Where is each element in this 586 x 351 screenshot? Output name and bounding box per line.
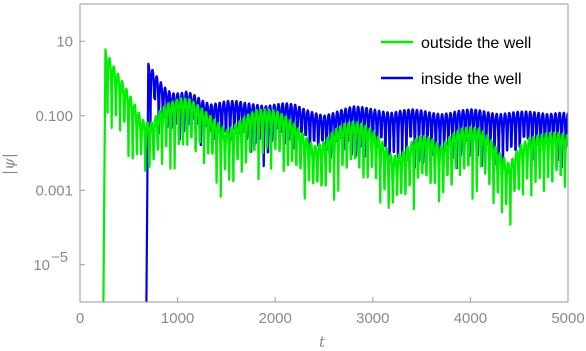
legend: outside the well inside the well bbox=[381, 35, 531, 88]
plot-frame bbox=[79, 3, 569, 303]
series-line-outside-the-well bbox=[102, 48, 568, 302]
x-tick-label: 1000 bbox=[161, 310, 194, 327]
x-tick-label: 2000 bbox=[259, 310, 292, 327]
y-axis-label: |ψ| bbox=[0, 153, 18, 175]
plot-lines bbox=[102, 48, 568, 302]
y-tick-label: 10 bbox=[33, 257, 50, 274]
y-tick-label: 0.001 bbox=[35, 182, 73, 199]
x-tick-label: 5000 bbox=[551, 310, 584, 327]
x-axis-label: t bbox=[319, 333, 326, 351]
x-tick-label: 0 bbox=[76, 310, 84, 327]
legend-label: inside the well bbox=[421, 71, 522, 88]
legend-label: outside the well bbox=[421, 35, 531, 52]
y-tick-exponent: −5 bbox=[51, 249, 68, 266]
y-tick-label: 10 bbox=[56, 33, 73, 50]
x-tick-label: 3000 bbox=[356, 310, 389, 327]
y-tick-label: 0.100 bbox=[35, 108, 73, 125]
x-tick-label: 4000 bbox=[454, 310, 487, 327]
